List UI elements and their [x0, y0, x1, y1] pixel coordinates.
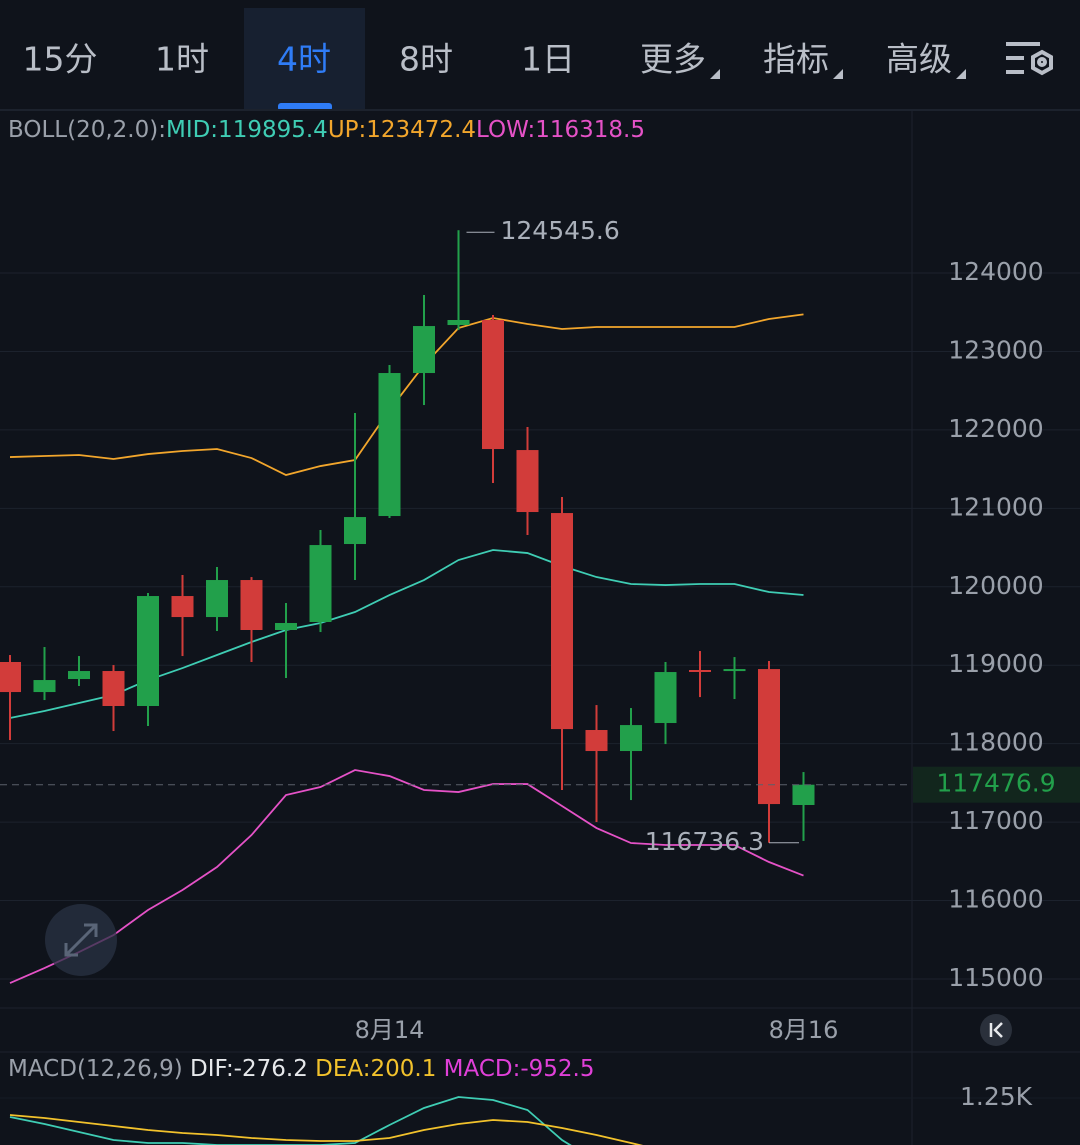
timeframe-tab[interactable]: 8时	[399, 40, 453, 79]
fullscreen-icon	[64, 923, 98, 957]
y-tick-label: 123000	[948, 335, 1043, 364]
boll-legend: BOLL(20,2.0):MID:119895.4UP:123472.4LOW:…	[8, 117, 645, 143]
y-tick-label: 120000	[948, 571, 1043, 600]
y-tick-label: 124000	[948, 257, 1043, 286]
macd-legend: MACD(12,26,9) DIF:-276.2 DEA:200.1 MACD:…	[8, 1056, 594, 1082]
legend-entry: LOW:116318.5	[476, 117, 645, 143]
legend-entry: DIF:-276.2	[190, 1056, 308, 1082]
legend-entry: UP:123472.4	[328, 117, 476, 143]
candle-body	[0, 662, 21, 693]
candle-body	[171, 596, 194, 618]
candle-body	[654, 672, 677, 724]
dropdown-caret	[956, 69, 966, 79]
candle-body	[413, 326, 435, 374]
y-tick-label: 115000	[948, 963, 1043, 992]
y-tick-label: 117000	[948, 806, 1043, 835]
boll-line	[9, 769, 804, 984]
settings-icon[interactable]	[1006, 42, 1053, 76]
y-tick-label: 116000	[948, 885, 1043, 914]
candle-body	[723, 669, 746, 672]
menu-tab[interactable]: 更多	[640, 40, 706, 79]
candle-body	[206, 580, 228, 618]
candle-body	[792, 784, 815, 805]
candle-body	[447, 320, 470, 326]
timeframe-tab[interactable]: 15分	[23, 40, 98, 79]
active-tab-bg	[244, 8, 365, 110]
candle-body	[102, 671, 125, 707]
candle-body	[137, 596, 159, 707]
x-tick-label: 8月16	[769, 1016, 839, 1044]
legend-entry: MID:119895.4	[166, 117, 328, 143]
low-label: 116736.3	[645, 827, 764, 856]
candle-body	[275, 623, 297, 630]
candle-body	[378, 373, 401, 517]
plot-area	[0, 230, 1080, 984]
legend-entry: DEA:200.1	[315, 1056, 436, 1082]
candle-body	[516, 450, 539, 513]
candle-body	[240, 580, 263, 630]
y-tick-label: 118000	[948, 728, 1043, 757]
menu-tab[interactable]: 指标	[763, 40, 829, 79]
candle-body	[482, 320, 504, 450]
y-tick-label: 1.25K	[960, 1082, 1033, 1111]
menu-tab[interactable]: 高级	[886, 40, 952, 79]
indicator-name: MACD(12,26,9)	[8, 1056, 183, 1082]
boll-line	[9, 313, 804, 476]
y-tick-label: 121000	[948, 492, 1043, 521]
dropdown-caret	[833, 69, 843, 79]
legend-entry: MACD:-952.5	[444, 1056, 595, 1082]
macd-line	[9, 1096, 572, 1145]
candle-body	[33, 680, 56, 693]
candle-body	[620, 725, 642, 752]
candle-body	[309, 545, 332, 622]
candle-body	[551, 513, 573, 730]
timeframe-tab[interactable]: 4时	[277, 40, 331, 79]
timeframe-tab[interactable]: 1时	[155, 40, 209, 79]
high-label: 124545.6	[501, 216, 620, 245]
last-price-label: 117476.9	[936, 769, 1055, 798]
timeframe-tab[interactable]: 1日	[521, 40, 575, 79]
candle-body	[689, 670, 711, 673]
candle-body	[585, 730, 608, 752]
y-tick-label: 122000	[948, 414, 1043, 443]
candle-body	[68, 671, 90, 680]
x-tick-label: 8月14	[355, 1016, 425, 1044]
indicator-name: BOLL(20,2.0):	[8, 117, 166, 143]
back-icon	[989, 1022, 1003, 1038]
macd-line	[9, 1114, 644, 1145]
y-tick-label: 119000	[948, 649, 1043, 678]
candle-body	[344, 517, 366, 545]
candle-body	[758, 669, 780, 805]
dropdown-caret	[710, 69, 720, 79]
last-price-box	[913, 766, 1080, 803]
